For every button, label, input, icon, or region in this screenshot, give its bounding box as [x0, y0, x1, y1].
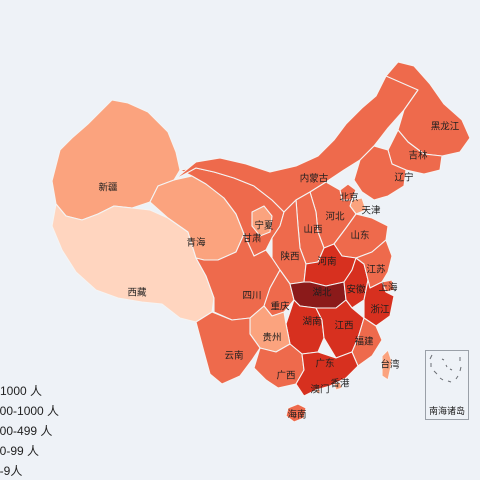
province-hainan[interactable] [285, 403, 307, 423]
province-beijing[interactable] [339, 183, 357, 201]
legend-item-level-2: 10-99 人 [0, 440, 113, 460]
province-guangxi[interactable] [253, 343, 305, 389]
province-heilongjiang[interactable] [385, 61, 471, 157]
legend-item-level-1: 1-9人 [0, 460, 113, 480]
legend-item-level-3: 100-499 人 [0, 420, 113, 440]
legend-item-level-4: 500-1000 人 [0, 400, 113, 420]
province-guangdong[interactable] [295, 351, 359, 397]
legend-label: >1000 人 [0, 383, 43, 398]
legend-label: 100-499 人 [0, 423, 53, 438]
province-macau[interactable] [315, 388, 321, 394]
province-ningxia[interactable] [251, 205, 273, 237]
province-jiangsu[interactable] [355, 239, 393, 289]
legend-item-level-5: >1000 人 [0, 380, 113, 400]
province-yunnan[interactable] [195, 311, 261, 385]
province-hongkong[interactable] [333, 381, 343, 391]
south-china-sea-inset: 南海诸岛 [425, 350, 469, 420]
province-fujian[interactable] [351, 317, 383, 367]
inset-label: 南海诸岛 [428, 406, 465, 416]
legend-label: 10-99 人 [0, 443, 40, 458]
south-sea-islands-dashes [429, 354, 462, 383]
map-legend: >1000 人 500-1000 人 100-499 人 10-99 人 1-9人 [0, 380, 113, 480]
province-taiwan[interactable] [381, 349, 393, 381]
legend-label: 1-9人 [0, 463, 23, 478]
legend-label: 500-1000 人 [0, 403, 60, 418]
province-liaoning[interactable] [353, 145, 407, 201]
